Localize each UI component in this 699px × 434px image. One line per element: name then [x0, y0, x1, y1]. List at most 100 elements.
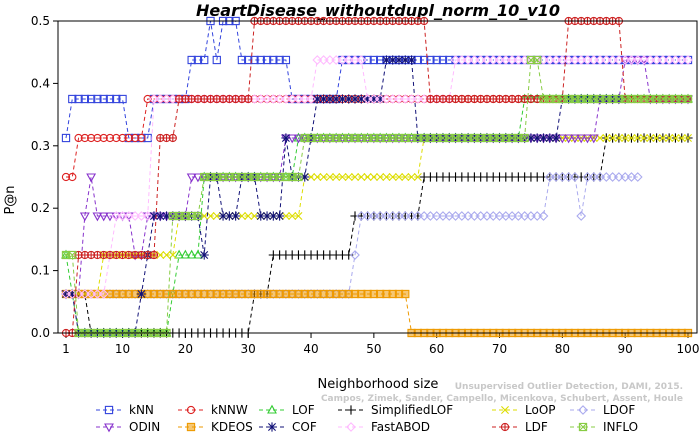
data-point — [212, 55, 221, 65]
legend-marker — [500, 422, 510, 432]
data-point — [350, 132, 360, 142]
data-point — [262, 173, 272, 183]
data-point — [74, 133, 83, 143]
data-point — [620, 56, 631, 66]
legend-label: SimplifiedLOF — [371, 403, 453, 417]
data-point — [268, 94, 279, 104]
x-tick-label: 90 — [618, 342, 633, 356]
data-point — [419, 211, 429, 221]
legend-marker — [186, 405, 196, 415]
data-point — [230, 171, 241, 181]
data-point — [299, 132, 310, 142]
data-point — [400, 211, 411, 221]
data-point — [387, 134, 398, 144]
data-point — [244, 212, 253, 220]
data-point — [676, 55, 687, 65]
data-point — [614, 134, 623, 142]
data-point — [362, 211, 373, 221]
y-tick-label: 0.3 — [31, 139, 50, 153]
data-point — [614, 172, 624, 182]
data-point — [444, 211, 455, 221]
data-point — [551, 133, 561, 143]
legend-item-odin: ODIN — [96, 420, 160, 434]
data-point — [256, 55, 265, 65]
data-point — [595, 55, 605, 65]
data-point — [269, 55, 278, 65]
legend-marker — [578, 405, 588, 415]
data-point — [343, 55, 354, 65]
data-point — [632, 55, 643, 65]
data-point — [670, 55, 681, 65]
data-point — [318, 94, 329, 104]
data-point — [280, 171, 291, 181]
data-point — [79, 212, 90, 222]
x-tick-label: 100 — [677, 342, 699, 356]
data-point — [632, 56, 643, 66]
data-point — [200, 55, 209, 65]
y-tick-label: 0.5 — [31, 14, 50, 28]
data-point — [155, 94, 166, 104]
data-point — [112, 94, 121, 104]
data-point — [665, 134, 674, 142]
data-point — [287, 94, 298, 104]
data-point — [570, 55, 580, 65]
data-point — [274, 94, 285, 104]
data-point — [563, 172, 574, 182]
data-point — [544, 55, 555, 65]
legend-label: kNNW — [211, 403, 248, 417]
data-point — [343, 134, 354, 144]
data-point — [268, 171, 279, 181]
data-point — [130, 133, 140, 143]
data-point — [381, 55, 392, 65]
data-point — [293, 134, 304, 144]
data-point — [337, 134, 348, 144]
data-point — [607, 55, 618, 65]
data-point — [475, 211, 486, 221]
data-point — [86, 289, 97, 299]
data-point — [658, 134, 667, 142]
data-point — [123, 212, 134, 222]
data-point — [671, 134, 680, 142]
legend-label: kNN — [129, 403, 154, 417]
data-point — [394, 211, 404, 221]
data-point — [224, 211, 234, 221]
data-point — [456, 211, 467, 221]
legend-marker — [267, 404, 277, 414]
data-point — [118, 94, 127, 104]
data-point — [351, 173, 359, 181]
legend-label: ODIN — [129, 420, 160, 434]
data-point — [324, 134, 335, 144]
data-point — [68, 250, 77, 260]
legend-item-kdeos: KDEOS — [178, 420, 253, 434]
data-point — [602, 134, 611, 142]
data-point — [350, 134, 360, 144]
data-point — [532, 133, 542, 143]
data-point — [426, 55, 435, 65]
data-point — [130, 211, 140, 221]
y-tick-label: 0.4 — [31, 76, 50, 90]
data-point — [388, 55, 398, 65]
data-point — [162, 251, 171, 259]
data-point — [80, 133, 89, 143]
data-point — [231, 211, 241, 221]
legend-marker — [578, 422, 588, 432]
data-point — [632, 172, 643, 182]
data-point — [394, 134, 404, 144]
data-point — [274, 171, 285, 181]
data-point — [519, 211, 530, 221]
data-point — [406, 94, 417, 104]
series-line — [66, 293, 688, 334]
data-point — [79, 289, 90, 299]
data-point — [368, 134, 379, 144]
data-point — [294, 172, 303, 182]
data-point — [482, 55, 492, 65]
data-point — [394, 55, 404, 65]
data-point — [395, 173, 403, 181]
data-point — [111, 212, 122, 222]
data-point — [445, 55, 454, 65]
legend-marker — [346, 405, 356, 415]
data-point — [338, 173, 347, 181]
data-point — [400, 134, 411, 144]
data-point — [262, 94, 272, 104]
